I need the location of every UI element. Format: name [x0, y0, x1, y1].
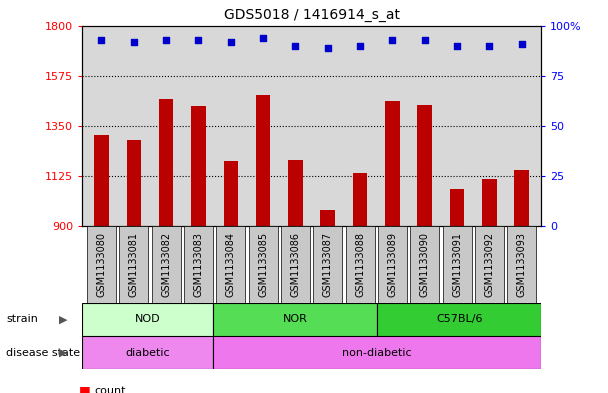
Text: diabetic: diabetic: [125, 348, 170, 358]
Text: disease state: disease state: [6, 348, 80, 358]
Bar: [313, 226, 342, 303]
Bar: [213, 336, 541, 369]
Text: strain: strain: [6, 314, 38, 324]
Text: ▶: ▶: [59, 348, 67, 358]
Point: [129, 39, 139, 45]
Bar: [378, 226, 407, 303]
Bar: [450, 189, 465, 226]
Point: [226, 39, 236, 45]
Bar: [151, 226, 181, 303]
Bar: [256, 95, 271, 226]
Bar: [514, 170, 529, 226]
Bar: [482, 179, 497, 226]
Point: [97, 37, 106, 43]
Bar: [475, 226, 504, 303]
Point: [420, 37, 430, 43]
Bar: [159, 99, 173, 226]
Text: GSM1133080: GSM1133080: [97, 232, 106, 297]
Text: C57BL/6: C57BL/6: [436, 314, 482, 324]
Bar: [320, 210, 335, 226]
Text: GSM1133083: GSM1133083: [193, 232, 204, 297]
Bar: [213, 303, 377, 336]
Bar: [216, 226, 246, 303]
Text: GSM1133081: GSM1133081: [129, 232, 139, 297]
Bar: [288, 160, 303, 226]
Bar: [507, 226, 536, 303]
Bar: [82, 303, 213, 336]
Point: [258, 35, 268, 41]
Bar: [377, 303, 541, 336]
Text: GSM1133091: GSM1133091: [452, 232, 462, 297]
Bar: [418, 105, 432, 226]
Bar: [82, 336, 213, 369]
Text: GSM1133086: GSM1133086: [291, 232, 300, 297]
Bar: [87, 226, 116, 303]
Point: [193, 37, 203, 43]
Text: GSM1133084: GSM1133084: [226, 232, 236, 297]
Text: GSM1133082: GSM1133082: [161, 232, 171, 297]
Bar: [345, 226, 375, 303]
Bar: [94, 135, 109, 226]
Text: count: count: [94, 386, 126, 393]
Bar: [191, 106, 206, 226]
Text: ▶: ▶: [59, 314, 67, 324]
Bar: [184, 226, 213, 303]
Text: GSM1133093: GSM1133093: [517, 232, 527, 297]
Point: [323, 44, 333, 51]
Text: GSM1133090: GSM1133090: [420, 232, 430, 297]
Bar: [126, 140, 141, 226]
Bar: [410, 226, 440, 303]
Bar: [249, 226, 278, 303]
Text: GSM1133092: GSM1133092: [485, 232, 494, 297]
Bar: [281, 226, 310, 303]
Bar: [353, 173, 367, 226]
Bar: [119, 226, 148, 303]
Text: GSM1133087: GSM1133087: [323, 232, 333, 297]
Point: [485, 42, 494, 49]
Point: [355, 42, 365, 49]
Text: GSM1133085: GSM1133085: [258, 232, 268, 297]
Text: non-diabetic: non-diabetic: [342, 348, 412, 358]
Text: NOD: NOD: [135, 314, 161, 324]
Point: [161, 37, 171, 43]
Title: GDS5018 / 1416914_s_at: GDS5018 / 1416914_s_at: [224, 8, 399, 22]
Text: NOR: NOR: [283, 314, 308, 324]
Point: [387, 37, 397, 43]
Text: GSM1133089: GSM1133089: [387, 232, 398, 297]
Text: GSM1133088: GSM1133088: [355, 232, 365, 297]
Bar: [443, 226, 472, 303]
Text: ■: ■: [79, 384, 91, 393]
Bar: [385, 101, 399, 226]
Point: [452, 42, 462, 49]
Point: [517, 40, 527, 47]
Point: [291, 42, 300, 49]
Bar: [224, 162, 238, 226]
